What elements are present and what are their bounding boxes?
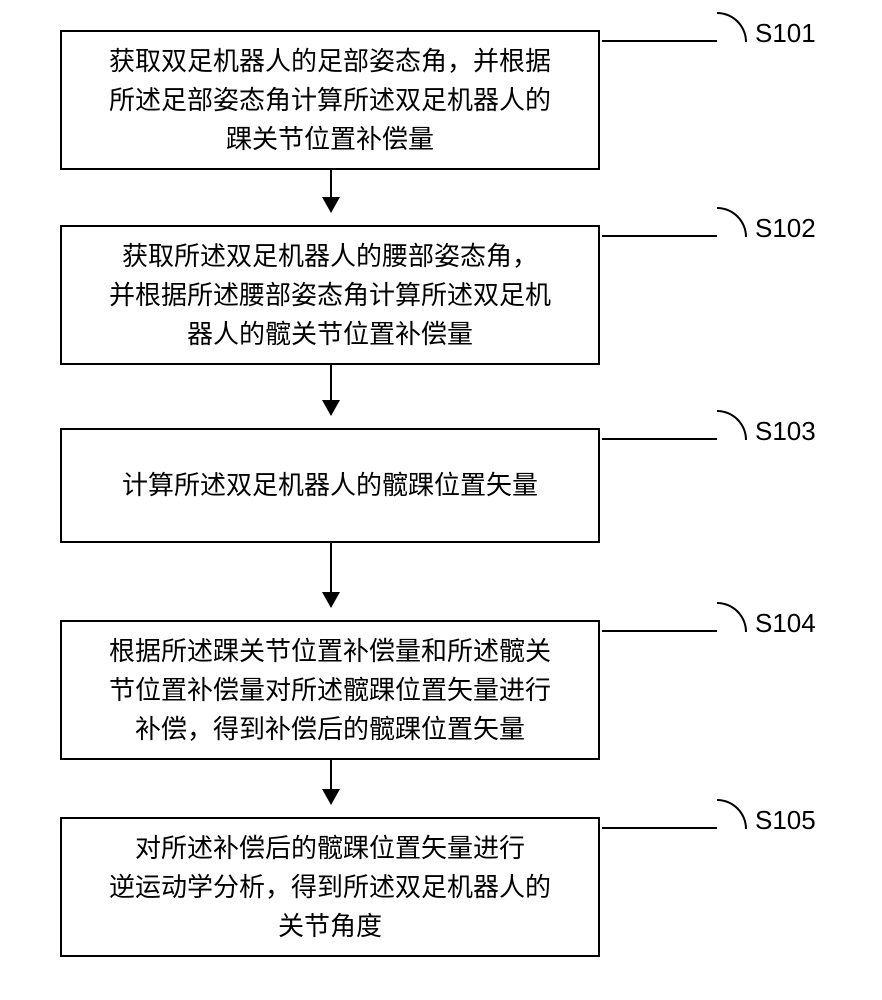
connector-curve-icon (717, 207, 747, 237)
step-label-s104: S104 (755, 608, 816, 639)
connector-line (602, 827, 717, 829)
step-text-s103: 计算所述双足机器人的髋踝位置矢量 (122, 466, 538, 505)
step-s104: 根据所述踝关节位置补偿量和所述髋关 节位置补偿量对所述髋踝位置矢量进行 补偿，得… (60, 620, 600, 760)
step-box-s104: 根据所述踝关节位置补偿量和所述髋关 节位置补偿量对所述髋踝位置矢量进行 补偿，得… (60, 620, 600, 760)
step-s105: 对所述补偿后的髋踝位置矢量进行 逆运动学分析，得到所述双足机器人的 关节角度 (60, 817, 600, 957)
step-box-s101: 获取双足机器人的足部姿态角，并根据 所述足部姿态角计算所述双足机器人的 踝关节位… (60, 30, 600, 170)
connector-s102 (602, 235, 747, 237)
connector-curve-icon (717, 12, 747, 42)
arrow-3 (330, 543, 332, 606)
step-text-s104: 根据所述踝关节位置补偿量和所述髋关 节位置补偿量对所述髋踝位置矢量进行 补偿，得… (109, 632, 551, 749)
arrow-4 (330, 760, 332, 803)
connector-s104 (602, 630, 747, 632)
connector-curve-icon (717, 799, 747, 829)
step-s103: 计算所述双足机器人的髋踝位置矢量 (60, 428, 600, 543)
step-s102: 获取所述双足机器人的腰部姿态角， 并根据所述腰部姿态角计算所述双足机 器人的髋关… (60, 225, 600, 365)
step-label-s105: S105 (755, 805, 816, 836)
step-label-s103: S103 (755, 416, 816, 447)
step-box-s105: 对所述补偿后的髋踝位置矢量进行 逆运动学分析，得到所述双足机器人的 关节角度 (60, 817, 600, 957)
connector-line (602, 630, 717, 632)
step-box-s102: 获取所述双足机器人的腰部姿态角， 并根据所述腰部姿态角计算所述双足机 器人的髋关… (60, 225, 600, 365)
connector-curve-icon (717, 602, 747, 632)
connector-curve-icon (717, 410, 747, 440)
connector-line (602, 40, 717, 42)
connector-s105 (602, 827, 747, 829)
connector-line (602, 235, 717, 237)
step-text-s102: 获取所述双足机器人的腰部姿态角， 并根据所述腰部姿态角计算所述双足机 器人的髋关… (109, 237, 551, 354)
connector-s103 (602, 438, 747, 440)
step-label-s101: S101 (755, 18, 816, 49)
arrow-1 (330, 170, 332, 211)
step-label-s102: S102 (755, 213, 816, 244)
step-text-s101: 获取双足机器人的足部姿态角，并根据 所述足部姿态角计算所述双足机器人的 踝关节位… (109, 42, 551, 159)
connector-line (602, 438, 717, 440)
step-box-s103: 计算所述双足机器人的髋踝位置矢量 (60, 428, 600, 543)
step-s101: 获取双足机器人的足部姿态角，并根据 所述足部姿态角计算所述双足机器人的 踝关节位… (60, 30, 600, 170)
flowchart-container: 获取双足机器人的足部姿态角，并根据 所述足部姿态角计算所述双足机器人的 踝关节位… (0, 0, 882, 1000)
arrow-2 (330, 365, 332, 414)
step-text-s105: 对所述补偿后的髋踝位置矢量进行 逆运动学分析，得到所述双足机器人的 关节角度 (109, 829, 551, 946)
connector-s101 (602, 40, 747, 42)
